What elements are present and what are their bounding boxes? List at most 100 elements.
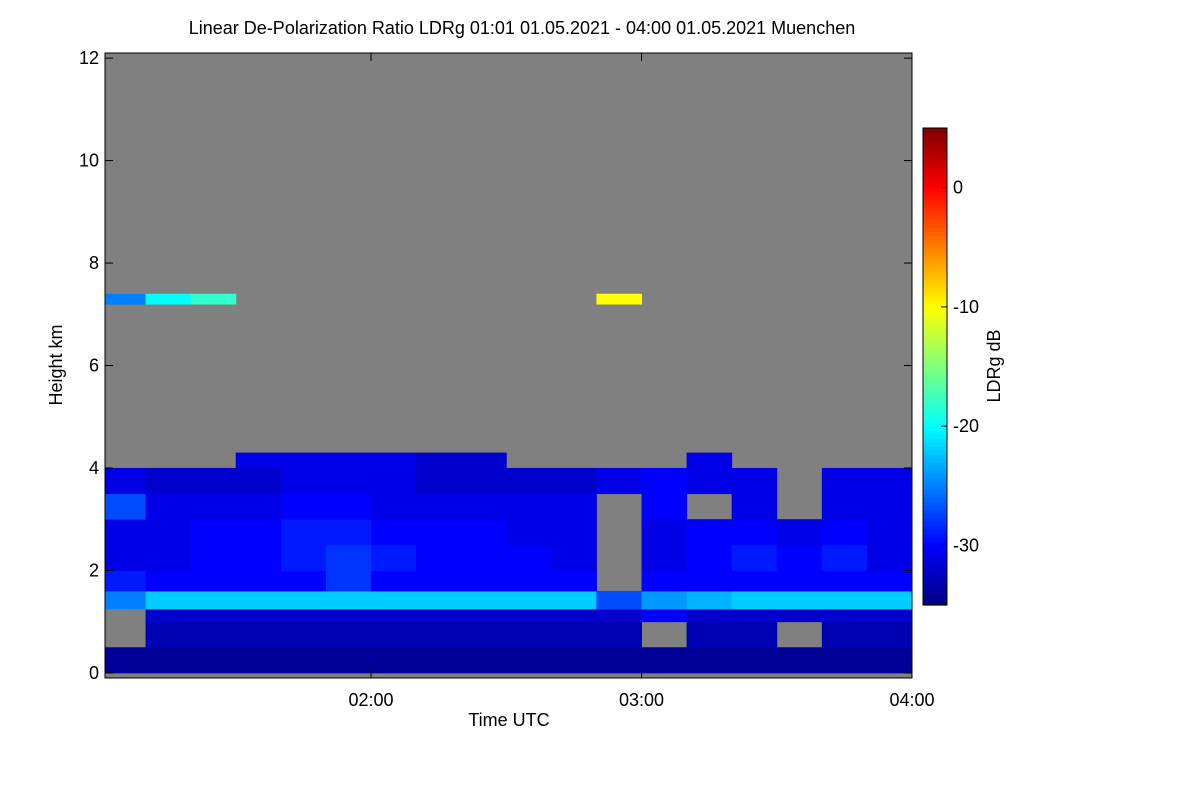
heat-cell <box>551 493 597 520</box>
heat-cell <box>416 621 462 648</box>
heat-cell <box>105 647 147 674</box>
heat-cell <box>641 519 688 546</box>
heat-cell <box>461 493 507 520</box>
colorbar-step <box>923 374 947 380</box>
heat-cell <box>686 621 733 648</box>
heat-cell <box>731 608 778 623</box>
colorbar-step <box>923 155 947 161</box>
colorbar-step <box>923 489 947 495</box>
colorbar-step <box>923 290 947 296</box>
heat-cell <box>686 590 733 610</box>
heat-cell <box>551 467 597 495</box>
heat-cell <box>731 493 778 520</box>
heat-cell <box>776 570 823 592</box>
heat-cell <box>506 467 552 495</box>
colorbar-step <box>923 481 947 487</box>
colorbar-step <box>923 541 947 546</box>
colorbar-step <box>923 414 947 419</box>
colorbar-step <box>923 318 947 324</box>
colorbar-step <box>923 310 947 316</box>
heat-cell <box>866 647 913 674</box>
heat-cell <box>325 621 372 648</box>
heat-cell <box>686 544 733 571</box>
colorbar-step <box>923 422 947 427</box>
colorbar-step <box>923 171 947 177</box>
heat-cell <box>821 621 868 648</box>
colorbar-step <box>923 207 947 213</box>
heat-cell <box>821 467 868 495</box>
heat-cell <box>325 544 372 571</box>
colorbar-step <box>923 430 947 435</box>
y-axis-label: Height km <box>46 324 66 405</box>
heat-cell <box>370 452 417 469</box>
heat-cell <box>461 590 507 610</box>
colorbar-step <box>923 199 947 205</box>
heat-cell <box>776 519 823 546</box>
colorbar-step <box>923 283 947 288</box>
heat-cell <box>416 467 462 495</box>
heat-cell <box>145 590 192 610</box>
heat-cell <box>731 519 778 546</box>
colorbar-step <box>923 569 947 574</box>
heat-cell <box>821 608 868 623</box>
heat-cell <box>776 608 823 623</box>
heat-cell <box>551 519 597 546</box>
y-tick-label: 10 <box>79 151 99 171</box>
colorbar-step <box>923 366 947 372</box>
colorbar-step <box>923 302 947 308</box>
heat-cell <box>506 570 552 592</box>
colorbar-step <box>923 509 947 515</box>
heat-cell <box>596 621 642 648</box>
colorbar-step <box>923 255 947 260</box>
heat-cell <box>866 621 913 648</box>
heat-cell <box>280 544 327 571</box>
heat-cell <box>461 544 507 571</box>
colorbar-step <box>923 485 947 491</box>
heat-cell <box>105 293 147 305</box>
heat-cell <box>325 647 372 674</box>
colorbar-step <box>923 143 947 149</box>
colorbar-step <box>923 139 947 145</box>
heat-cell <box>506 519 552 546</box>
heat-cell <box>641 590 688 610</box>
colorbar-step <box>923 589 947 594</box>
colorbar-step <box>923 493 947 499</box>
heat-cell <box>235 467 282 495</box>
colorbar-step <box>923 585 947 590</box>
heat-cell <box>506 544 552 571</box>
heat-cell <box>105 493 147 520</box>
heat-cell <box>190 493 237 520</box>
x-axis-label: Time UTC <box>468 710 549 730</box>
colorbar-step <box>923 362 947 368</box>
colorbar-step <box>923 259 947 264</box>
colorbar-step <box>923 215 947 221</box>
colorbar-step <box>923 247 947 252</box>
colorbar-step <box>923 350 947 356</box>
heat-cell <box>370 570 417 592</box>
heat-cell <box>370 608 417 623</box>
heat-cell <box>461 647 507 674</box>
heat-cell <box>325 493 372 520</box>
heat-cell <box>641 647 688 674</box>
heat-cell <box>145 608 192 623</box>
colorbar-step <box>923 330 947 336</box>
x-tick-label: 04:00 <box>889 690 934 710</box>
colorbar-tick-label: 0 <box>953 178 963 198</box>
colorbar-step <box>923 334 947 340</box>
heat-cell <box>641 467 688 495</box>
heat-cell <box>461 570 507 592</box>
y-tick-label: 6 <box>89 356 99 376</box>
colorbar-step <box>923 597 947 602</box>
colorbar-step <box>923 442 947 447</box>
heat-cell <box>145 519 192 546</box>
colorbar-step <box>923 402 947 407</box>
colorbar-step <box>923 191 947 197</box>
heat-cell <box>370 467 417 495</box>
heat-cell <box>280 519 327 546</box>
heat-cell <box>686 647 733 674</box>
colorbar-step <box>923 354 947 360</box>
heat-cell <box>190 467 237 495</box>
heat-cell <box>641 570 688 592</box>
colorbar-step <box>923 473 947 479</box>
colorbar-step <box>923 434 947 439</box>
